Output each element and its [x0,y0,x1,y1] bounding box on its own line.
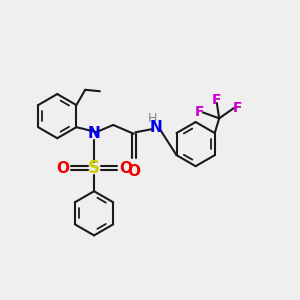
Text: N: N [88,126,100,141]
Text: O: O [127,164,140,178]
Text: F: F [233,101,242,115]
Text: F: F [212,92,222,106]
Text: O: O [119,161,132,176]
Text: O: O [56,161,69,176]
Text: H: H [148,112,157,125]
Text: F: F [195,106,204,119]
Text: N: N [149,119,162,134]
Text: S: S [88,159,100,177]
